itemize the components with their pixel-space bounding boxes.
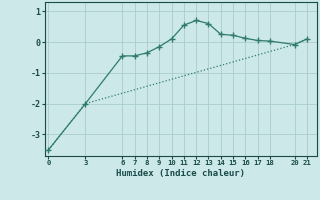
- X-axis label: Humidex (Indice chaleur): Humidex (Indice chaleur): [116, 169, 245, 178]
